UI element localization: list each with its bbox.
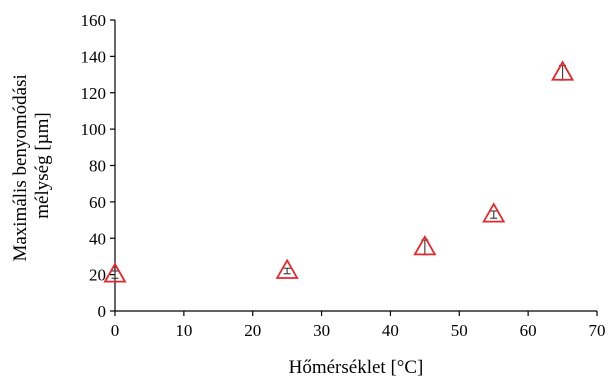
- data-point: [413, 235, 437, 256]
- y-tick-label: 40: [89, 229, 106, 248]
- y-tick-label: 0: [98, 302, 107, 321]
- y-tick-label: 60: [89, 193, 106, 212]
- x-tick-label: 30: [313, 321, 330, 340]
- data-point: [103, 262, 127, 283]
- data-points: [103, 60, 575, 283]
- y-axis-title-line-1: Maximális benyomódási: [10, 74, 31, 261]
- y-tick-label: 140: [81, 47, 107, 66]
- x-tick-label: 20: [244, 321, 261, 340]
- y-ticks: 0 20 40 60 80 100 120 140 160: [81, 11, 115, 321]
- triangle-marker: [103, 262, 127, 283]
- data-point: [551, 60, 575, 81]
- triangle-marker: [413, 235, 437, 256]
- triangle-marker: [275, 258, 299, 279]
- y-axis-title: Maximális benyomódási mélység [µm]: [10, 69, 53, 261]
- x-tick-label: 50: [451, 321, 468, 340]
- y-tick-label: 20: [89, 266, 106, 285]
- x-tick-label: 0: [111, 321, 120, 340]
- x-tick-label: 60: [520, 321, 537, 340]
- y-tick-label: 160: [81, 11, 107, 30]
- y-tick-label: 80: [89, 157, 106, 176]
- x-tick-label: 10: [175, 321, 192, 340]
- y-tick-label: 100: [81, 120, 107, 139]
- x-tick-label: 40: [382, 321, 399, 340]
- triangle-marker: [551, 60, 575, 81]
- x-axis-title: Hőmérséklet [°C]: [289, 357, 424, 378]
- triangle-marker: [482, 202, 506, 223]
- data-point: [482, 202, 506, 223]
- x-ticks: 0 10 20 30 40 50 60 70: [111, 311, 606, 340]
- y-axis-title-line-2: mélység [µm]: [32, 112, 53, 218]
- axes: [114, 20, 597, 312]
- y-tick-label: 120: [81, 84, 107, 103]
- x-tick-label: 70: [589, 321, 606, 340]
- data-point: [275, 258, 299, 279]
